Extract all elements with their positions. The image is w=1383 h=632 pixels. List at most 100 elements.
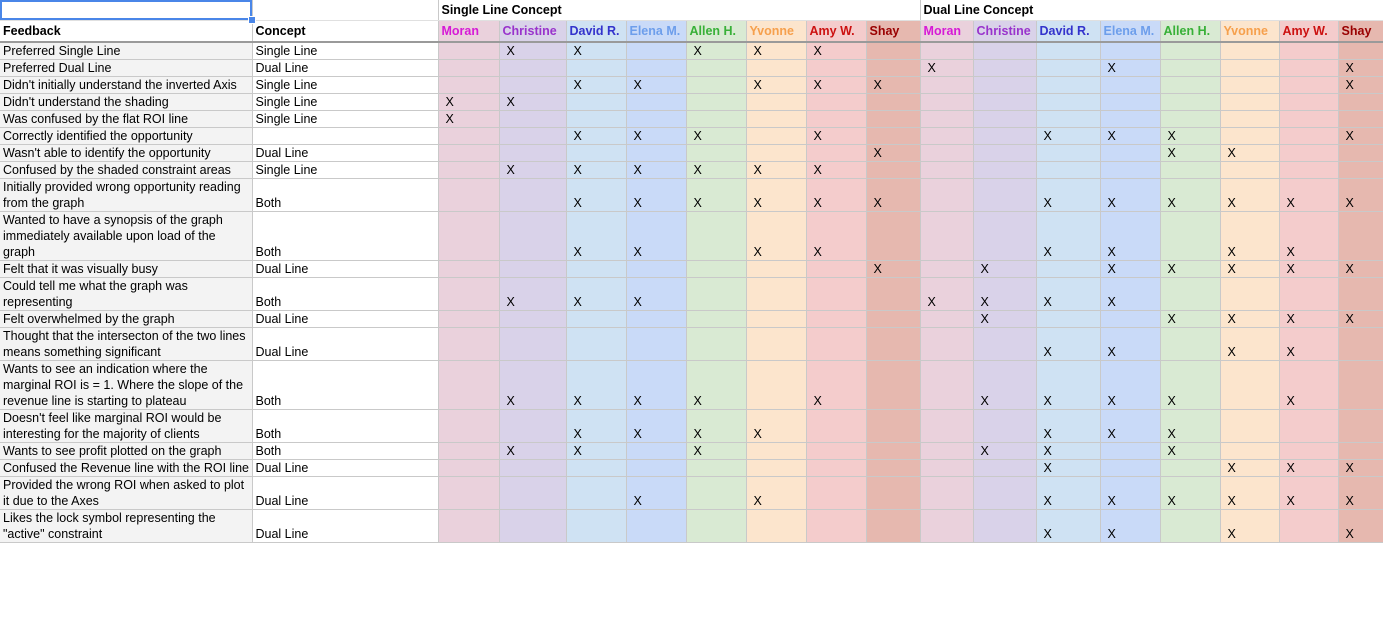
mark-cell[interactable] <box>626 93 687 111</box>
mark-cell[interactable] <box>1036 144 1101 162</box>
mark-cell[interactable] <box>746 509 807 543</box>
mark-cell[interactable]: X <box>746 476 807 510</box>
mark-cell[interactable]: X <box>973 442 1037 460</box>
participant-header[interactable]: Amy W. <box>806 20 867 43</box>
mark-cell[interactable] <box>1338 360 1383 410</box>
mark-cell[interactable] <box>1036 161 1101 179</box>
mark-cell[interactable] <box>1100 161 1161 179</box>
mark-cell[interactable] <box>566 93 627 111</box>
mark-cell[interactable]: X <box>1036 327 1101 361</box>
mark-cell[interactable] <box>1338 42 1383 60</box>
feedback-cell[interactable]: Preferred Single Line <box>0 42 253 60</box>
mark-cell[interactable] <box>499 459 567 477</box>
mark-cell[interactable] <box>1036 76 1101 94</box>
mark-cell[interactable] <box>626 110 687 128</box>
mark-cell[interactable] <box>973 59 1037 77</box>
mark-cell[interactable]: X <box>626 476 687 510</box>
mark-cell[interactable] <box>566 59 627 77</box>
mark-cell[interactable] <box>746 127 807 145</box>
mark-cell[interactable]: X <box>1160 360 1221 410</box>
mark-cell[interactable] <box>626 59 687 77</box>
mark-cell[interactable] <box>866 327 921 361</box>
mark-cell[interactable]: X <box>919 277 974 311</box>
mark-cell[interactable]: X <box>1100 127 1161 145</box>
mark-cell[interactable] <box>499 110 567 128</box>
feedback-cell[interactable]: Could tell me what the graph was represe… <box>0 277 253 311</box>
mark-cell[interactable]: X <box>746 211 807 261</box>
concept-cell[interactable] <box>252 127 439 145</box>
mark-cell[interactable] <box>919 442 974 460</box>
mark-cell[interactable] <box>686 277 747 311</box>
participant-header[interactable]: Shay <box>1338 20 1383 43</box>
mark-cell[interactable]: X <box>1279 178 1339 212</box>
mark-cell[interactable]: X <box>1036 360 1101 410</box>
feedback-cell[interactable]: Didn't understand the shading <box>0 93 253 111</box>
mark-cell[interactable] <box>746 110 807 128</box>
participant-header[interactable]: Christine <box>499 20 567 43</box>
feedback-cell[interactable]: Correctly identified the opportunity <box>0 127 253 145</box>
mark-cell[interactable]: X <box>1100 178 1161 212</box>
mark-cell[interactable] <box>919 93 974 111</box>
mark-cell[interactable] <box>499 127 567 145</box>
mark-cell[interactable]: X <box>1220 509 1280 543</box>
mark-cell[interactable]: X <box>1100 327 1161 361</box>
mark-cell[interactable] <box>806 327 867 361</box>
concept-cell[interactable]: Single Line <box>252 42 439 60</box>
mark-cell[interactable] <box>499 310 567 328</box>
mark-cell[interactable] <box>1220 161 1280 179</box>
mark-cell[interactable] <box>1160 59 1221 77</box>
mark-cell[interactable] <box>973 409 1037 443</box>
mark-cell[interactable]: X <box>686 161 747 179</box>
feedback-cell[interactable]: Likes the lock symbol representing the "… <box>0 509 253 543</box>
mark-cell[interactable] <box>566 327 627 361</box>
mark-cell[interactable]: X <box>746 178 807 212</box>
participant-header[interactable]: Moran <box>437 20 500 43</box>
mark-cell[interactable] <box>746 327 807 361</box>
mark-cell[interactable]: X <box>1036 442 1101 460</box>
mark-cell[interactable]: X <box>746 409 807 443</box>
mark-cell[interactable] <box>437 442 500 460</box>
mark-cell[interactable]: X <box>499 161 567 179</box>
mark-cell[interactable] <box>866 127 921 145</box>
mark-cell[interactable]: X <box>806 178 867 212</box>
mark-cell[interactable] <box>746 59 807 77</box>
mark-cell[interactable] <box>1220 93 1280 111</box>
feedback-cell[interactable]: Wants to see profit plotted on the graph <box>0 442 253 460</box>
mark-cell[interactable] <box>1279 59 1339 77</box>
mark-cell[interactable] <box>919 409 974 443</box>
mark-cell[interactable] <box>973 93 1037 111</box>
mark-cell[interactable] <box>919 360 974 410</box>
mark-cell[interactable] <box>566 260 627 278</box>
mark-cell[interactable] <box>499 409 567 443</box>
mark-cell[interactable] <box>437 476 500 510</box>
participant-header[interactable]: David R. <box>566 20 627 43</box>
mark-cell[interactable]: X <box>1160 178 1221 212</box>
mark-cell[interactable] <box>806 277 867 311</box>
mark-cell[interactable] <box>1160 110 1221 128</box>
mark-cell[interactable] <box>1100 110 1161 128</box>
mark-cell[interactable] <box>686 110 747 128</box>
mark-cell[interactable] <box>919 211 974 261</box>
fill-handle[interactable] <box>248 16 256 24</box>
mark-cell[interactable]: X <box>1036 127 1101 145</box>
mark-cell[interactable] <box>1279 409 1339 443</box>
mark-cell[interactable]: X <box>1279 360 1339 410</box>
mark-cell[interactable]: X <box>1036 409 1101 443</box>
mark-cell[interactable] <box>1279 42 1339 60</box>
mark-cell[interactable] <box>1220 360 1280 410</box>
mark-cell[interactable] <box>686 59 747 77</box>
mark-cell[interactable] <box>686 144 747 162</box>
mark-cell[interactable]: X <box>626 127 687 145</box>
mark-cell[interactable] <box>806 144 867 162</box>
mark-cell[interactable] <box>437 211 500 261</box>
mark-cell[interactable] <box>626 310 687 328</box>
mark-cell[interactable] <box>866 360 921 410</box>
mark-cell[interactable]: X <box>746 76 807 94</box>
mark-cell[interactable] <box>919 476 974 510</box>
mark-cell[interactable] <box>866 161 921 179</box>
mark-cell[interactable] <box>437 360 500 410</box>
mark-cell[interactable] <box>973 127 1037 145</box>
mark-cell[interactable] <box>973 211 1037 261</box>
mark-cell[interactable]: X <box>806 76 867 94</box>
mark-cell[interactable] <box>626 327 687 361</box>
